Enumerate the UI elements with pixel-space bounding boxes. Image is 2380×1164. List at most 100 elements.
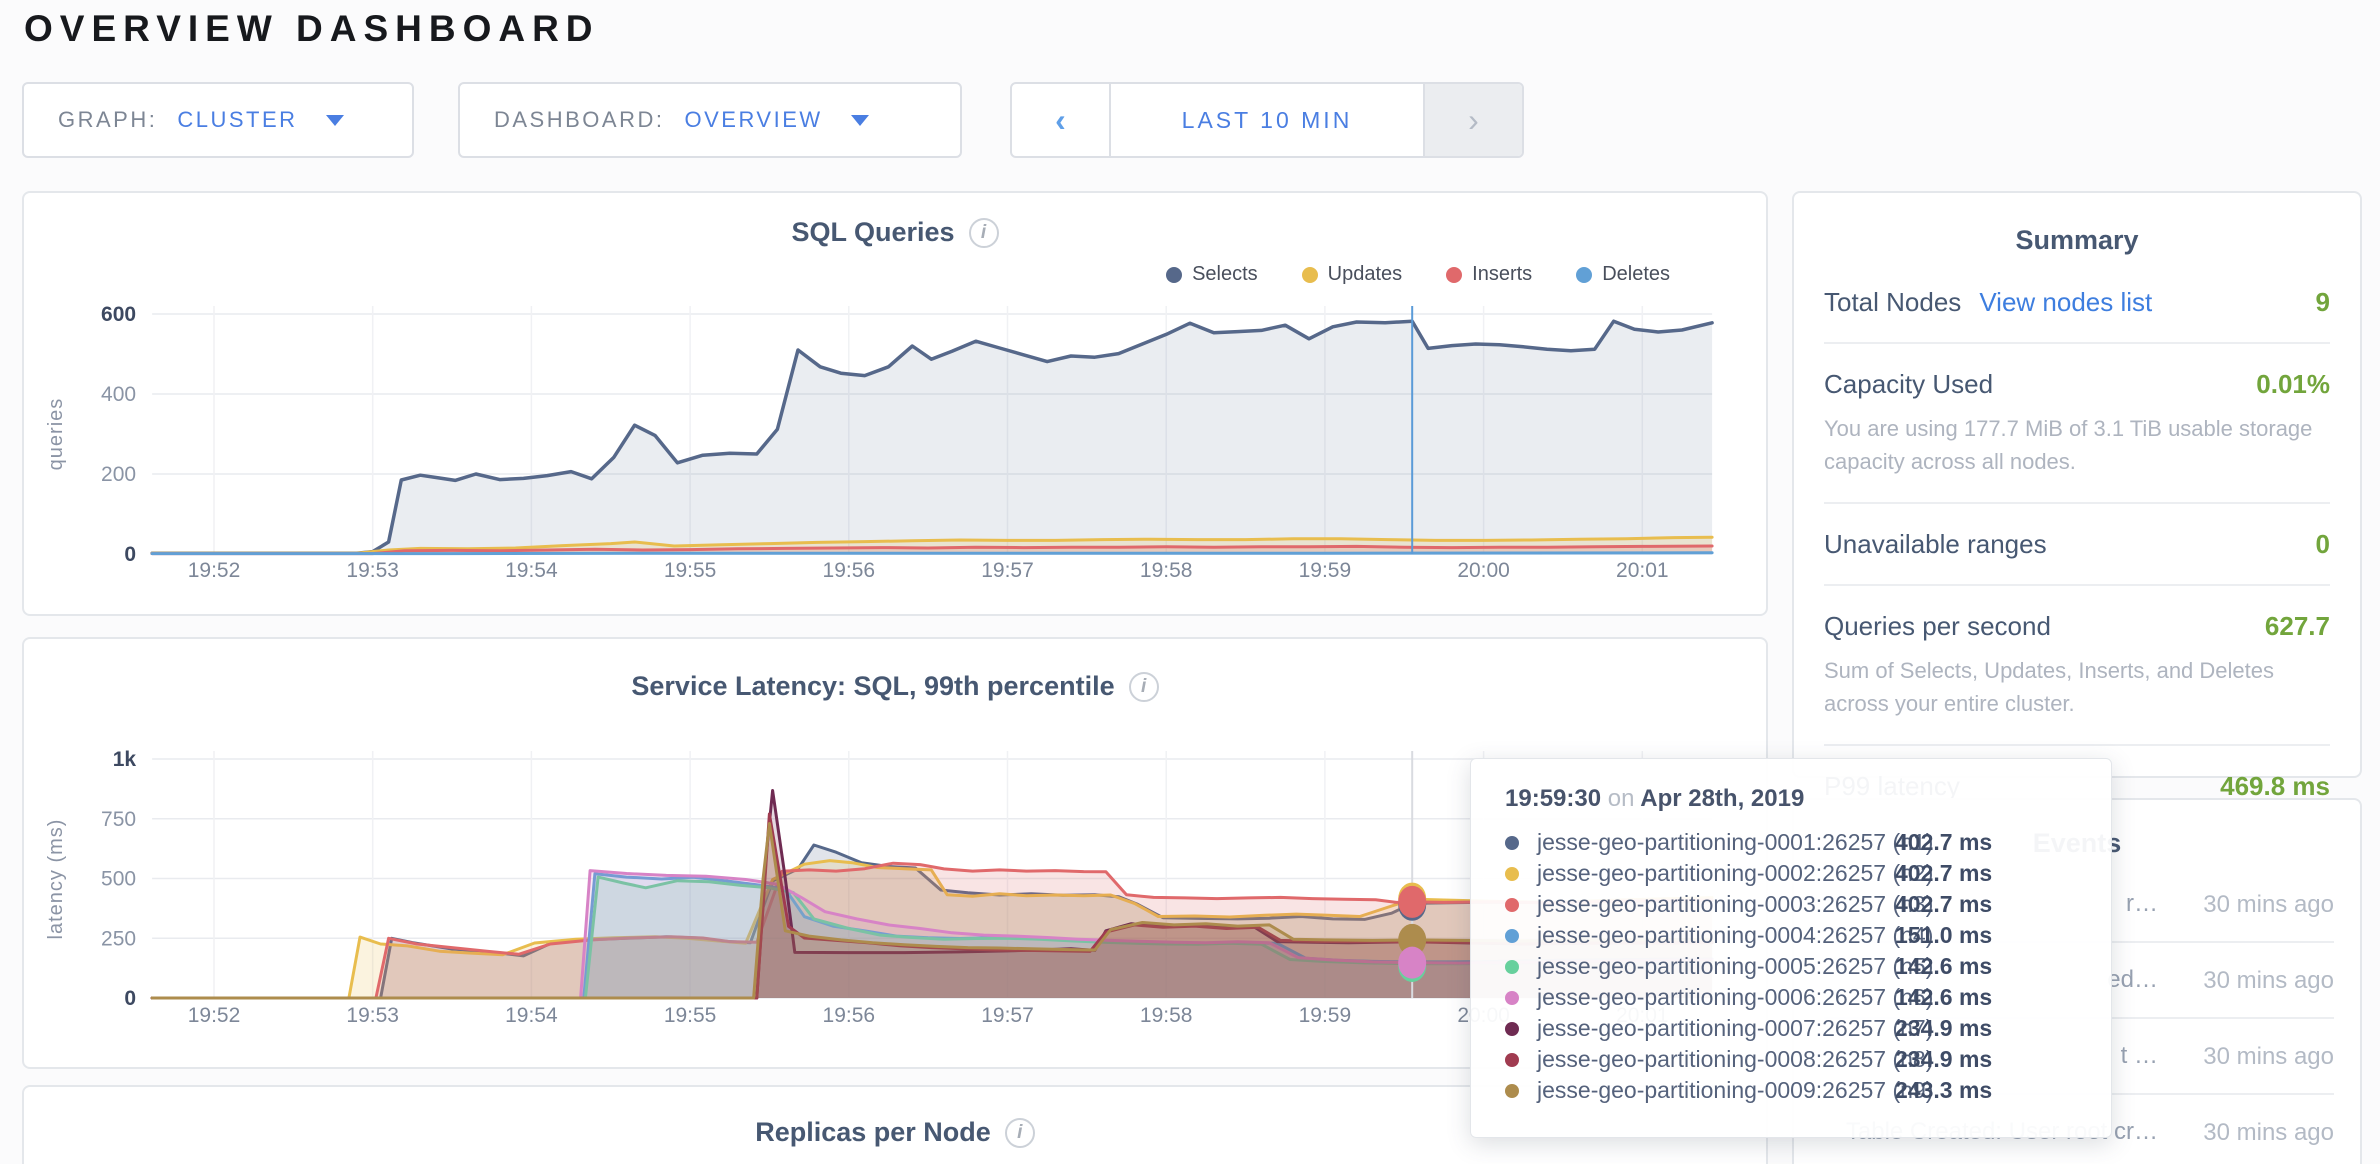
- event-time: 30 mins ago: [2203, 890, 2334, 918]
- tooltip-node-row: jesse-geo-partitioning-0003:26257 (n3) 40…: [1505, 889, 2111, 920]
- summary-title: Summary: [2015, 225, 2139, 255]
- series-dot-icon: [1505, 897, 1519, 912]
- qps-note: Sum of Selects, Updates, Inserts, and De…: [1824, 658, 2275, 716]
- chevron-down-icon: [850, 114, 869, 126]
- svg-text:queries: queries: [45, 398, 67, 471]
- legend-item: Inserts: [1446, 263, 1532, 286]
- sql-queries-legend: Selects Updates Inserts Deletes: [1166, 263, 1670, 286]
- svg-text:0: 0: [124, 543, 136, 566]
- summary-panel: Summary Total Nodes View nodes list 9 Ca…: [1792, 191, 2362, 801]
- series-dot-icon: [1505, 959, 1519, 974]
- summary-row-capacity: Capacity Used 0.01% You are using 177.7 …: [1824, 344, 2330, 504]
- svg-text:19:53: 19:53: [346, 1004, 399, 1027]
- graph-dropdown-label: GRAPH:: [58, 107, 158, 132]
- chevron-right-icon: ›: [1468, 101, 1479, 138]
- event-text: ed…: [2107, 966, 2158, 993]
- legend-item: Updates: [1301, 263, 1402, 286]
- graph-dropdown[interactable]: GRAPH: CLUSTER: [22, 82, 414, 158]
- svg-text:19:59: 19:59: [1299, 1004, 1352, 1027]
- svg-text:0: 0: [124, 987, 136, 1010]
- svg-text:latency (ms): latency (ms): [45, 819, 67, 940]
- chevron-down-icon: [325, 114, 344, 126]
- graph-dropdown-value: CLUSTER: [177, 107, 298, 132]
- svg-text:19:52: 19:52: [188, 559, 241, 582]
- svg-text:19:57: 19:57: [981, 1004, 1034, 1027]
- sql-queries-plot[interactable]: 0 200 400 600 19:52 19:53 19:54 19:55 19:56 19:57…: [24, 193, 1766, 614]
- svg-text:19:55: 19:55: [664, 559, 717, 582]
- svg-text:250: 250: [101, 927, 136, 950]
- series-dot-icon: [1505, 835, 1519, 850]
- svg-text:19:59: 19:59: [1299, 559, 1352, 582]
- chevron-left-icon: ‹: [1055, 101, 1066, 138]
- unavailable-ranges-value: 0: [2315, 529, 2330, 559]
- replicas-per-node-chart-title: Replicas per Node: [755, 1117, 991, 1147]
- tooltip-node-row: jesse-geo-partitioning-0008:26257 (n8) 23…: [1505, 1044, 2111, 1075]
- svg-text:20:01: 20:01: [1616, 559, 1669, 582]
- time-range-selector: ‹ LAST 10 MIN ›: [1010, 82, 1524, 158]
- dashboard-dropdown-value: OVERVIEW: [684, 107, 823, 132]
- legend-item: Deletes: [1576, 263, 1670, 286]
- view-nodes-list-link[interactable]: View nodes list: [1979, 287, 2153, 317]
- series-dot-icon: [1505, 866, 1519, 881]
- service-latency-chart-title: Service Latency: SQL, 99th percentile: [631, 671, 1115, 701]
- tooltip-node-row: jesse-geo-partitioning-0002:26257 (n2) 40…: [1505, 858, 2111, 889]
- svg-text:600: 600: [101, 303, 136, 326]
- sql-queries-chart-card: SQL Queries i Selects Updates Inserts Delet…: [22, 191, 1768, 616]
- qps-label: Queries per second: [1824, 611, 2051, 641]
- svg-text:19:54: 19:54: [505, 1004, 558, 1027]
- tooltip-node-row: jesse-geo-partitioning-0006:26257 (n6) 14…: [1505, 982, 2111, 1013]
- tooltip-timestamp: 19:59:30 on Apr 28th, 2019: [1505, 785, 1805, 812]
- info-icon[interactable]: i: [1128, 671, 1159, 702]
- capacity-used-note: You are using 177.7 MiB of 3.1 TiB usabl…: [1824, 416, 2313, 474]
- total-nodes-value: 9: [2315, 287, 2330, 317]
- sql-queries-chart-title: SQL Queries: [791, 217, 955, 247]
- tooltip-node-row: jesse-geo-partitioning-0001:26257 (n1) 40…: [1505, 827, 2111, 858]
- svg-text:400: 400: [101, 383, 136, 406]
- dashboard-dropdown[interactable]: DASHBOARD: OVERVIEW: [458, 82, 962, 158]
- tooltip-node-row: jesse-geo-partitioning-0005:26257 (n5) 14…: [1505, 951, 2111, 982]
- summary-row-unavailable-ranges: Unavailable ranges 0: [1824, 504, 2330, 586]
- legend-item: Selects: [1166, 263, 1258, 286]
- svg-text:1k: 1k: [113, 748, 137, 771]
- info-icon[interactable]: i: [1004, 1117, 1035, 1148]
- svg-text:19:58: 19:58: [1140, 1004, 1193, 1027]
- series-dot-icon: [1166, 266, 1183, 283]
- page-title: OVERVIEW DASHBOARD: [24, 8, 600, 49]
- chart-hover-tooltip: 19:59:30 on Apr 28th, 2019 jesse-geo-par…: [1470, 758, 2112, 1138]
- info-icon[interactable]: i: [968, 217, 999, 248]
- svg-text:19:56: 19:56: [823, 1004, 876, 1027]
- time-range-next-button[interactable]: ›: [1423, 84, 1522, 156]
- series-dot-icon: [1505, 928, 1519, 943]
- series-dot-icon: [1301, 266, 1318, 283]
- svg-text:19:58: 19:58: [1140, 559, 1193, 582]
- summary-row-qps: Queries per second 627.7 Sum of Selects,…: [1824, 586, 2330, 746]
- svg-text:500: 500: [101, 868, 136, 891]
- capacity-used-value: 0.01%: [2256, 369, 2330, 399]
- event-time: 30 mins ago: [2203, 966, 2334, 994]
- svg-text:200: 200: [101, 463, 136, 486]
- series-dot-icon: [1505, 1021, 1519, 1036]
- event-text: r…: [2126, 890, 2158, 917]
- tooltip-node-row: jesse-geo-partitioning-0007:26257 (n7) 23…: [1505, 1013, 2111, 1044]
- tooltip-node-row: jesse-geo-partitioning-0009:26257 (n9) 24…: [1505, 1075, 2111, 1106]
- svg-text:19:54: 19:54: [505, 559, 558, 582]
- total-nodes-label: Total Nodes: [1824, 287, 1962, 317]
- series-dot-icon: [1446, 266, 1463, 283]
- p99-latency-value: 469.8 ms: [2220, 771, 2330, 801]
- time-range-prev-button[interactable]: ‹: [1012, 84, 1111, 156]
- capacity-used-label: Capacity Used: [1824, 369, 1994, 399]
- qps-value: 627.7: [2264, 611, 2330, 641]
- tooltip-node-row: jesse-geo-partitioning-0004:26257 (n4) 15…: [1505, 920, 2111, 951]
- svg-text:19:53: 19:53: [346, 559, 399, 582]
- unavailable-ranges-label: Unavailable ranges: [1824, 529, 2047, 559]
- svg-text:19:52: 19:52: [188, 1004, 241, 1027]
- svg-text:20:00: 20:00: [1457, 559, 1510, 582]
- svg-text:750: 750: [101, 808, 136, 831]
- time-range-button[interactable]: LAST 10 MIN: [1181, 106, 1353, 133]
- svg-text:19:56: 19:56: [823, 559, 876, 582]
- event-time: 30 mins ago: [2203, 1042, 2334, 1070]
- svg-text:19:55: 19:55: [664, 1004, 717, 1027]
- series-dot-icon: [1505, 1052, 1519, 1067]
- summary-row-total-nodes: Total Nodes View nodes list 9: [1824, 262, 2330, 344]
